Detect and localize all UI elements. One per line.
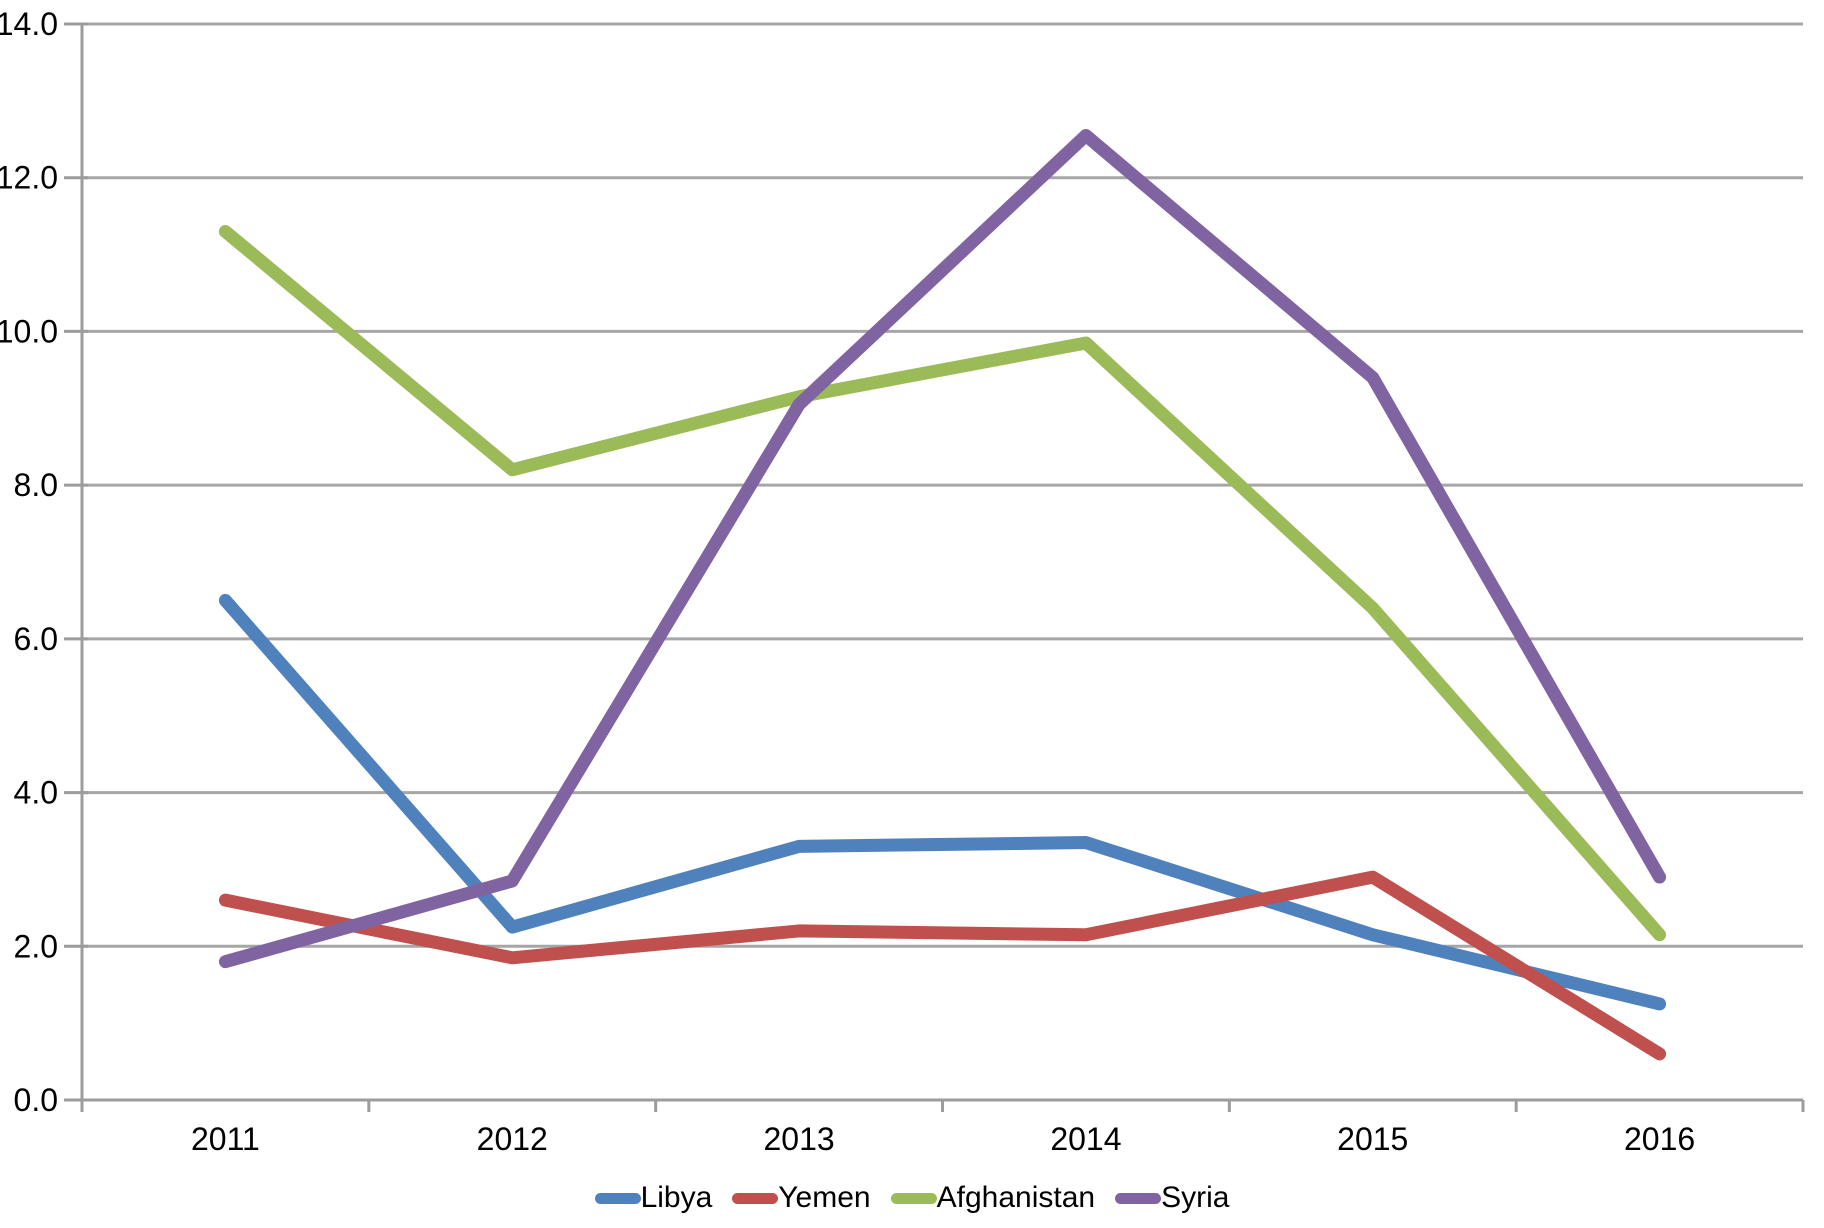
x-axis-tick-label: 2015: [1337, 1121, 1408, 1157]
legend-swatch-afghanistan: [890, 1192, 937, 1204]
y-axis-tick-label: 10.0: [0, 313, 58, 349]
y-axis-tick-label: 2.0: [14, 928, 58, 964]
legend-swatch-yemen: [732, 1192, 779, 1204]
x-axis-tick-label: 2014: [1050, 1121, 1121, 1157]
legend-label: Afghanistan: [936, 1181, 1096, 1214]
y-axis-tick-label: 0.0: [14, 1082, 58, 1118]
legend-item-libya: Libya: [594, 1181, 713, 1214]
y-axis-tick-label: 6.0: [14, 621, 58, 657]
y-axis-tick-label: 8.0: [14, 467, 58, 503]
legend-label: Libya: [640, 1181, 713, 1214]
legend-swatch-syria: [1115, 1192, 1162, 1204]
x-axis-tick-label: 2013: [763, 1121, 834, 1157]
y-axis-tick-label: 12.0: [0, 160, 58, 196]
x-axis-tick-label: 2012: [477, 1121, 548, 1157]
x-axis-tick-label: 2016: [1624, 1121, 1695, 1157]
series-line-syria: [218, 128, 1667, 969]
series-line-libya: [218, 593, 1667, 1011]
series-line-yemen: [218, 870, 1667, 1061]
legend-item-yemen: Yemen: [732, 1181, 871, 1214]
y-axis-tick-label: 14.0: [0, 6, 58, 42]
legend-label: Yemen: [778, 1181, 871, 1214]
series-line-afghanistan: [218, 225, 1667, 942]
y-axis-tick-label: 4.0: [14, 775, 58, 811]
legend: Libya Yemen Afghanistan Syria: [0, 1183, 1824, 1213]
legend-item-afghanistan: Afghanistan: [890, 1181, 1096, 1214]
x-axis-tick-label: 2011: [191, 1121, 260, 1157]
legend-label: Syria: [1161, 1181, 1230, 1214]
legend-swatch-libya: [594, 1192, 641, 1204]
legend-item-syria: Syria: [1115, 1183, 1229, 1213]
